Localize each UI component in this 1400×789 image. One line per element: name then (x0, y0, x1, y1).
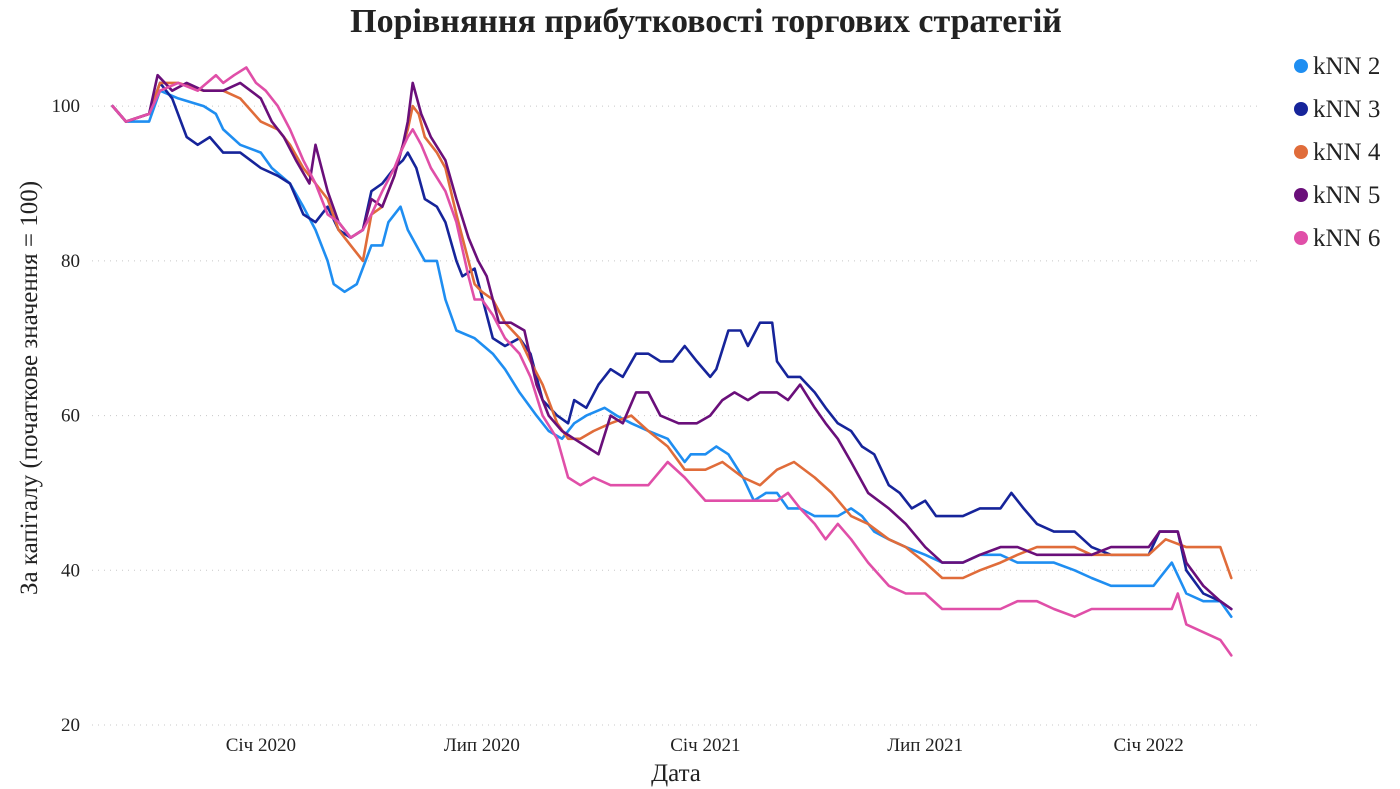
y-axis-ticks: 20 40 60 80 100 (52, 96, 81, 736)
legend-label: kNN 2 (1313, 53, 1380, 80)
series-line-knn-2 (111, 89, 1233, 619)
x-tick-label: Лип 2021 (887, 735, 963, 756)
x-tick-label: Січ 2022 (1114, 735, 1184, 756)
x-tick-label: Січ 2021 (670, 735, 740, 756)
y-tick-label: 20 (61, 715, 80, 736)
chart-title: Порівняння прибутковості торгових страте… (350, 3, 1062, 40)
y-tick-label: 60 (61, 406, 80, 427)
legend-label: kNN 4 (1313, 139, 1381, 166)
legend-marker (1294, 102, 1308, 116)
legend[interactable]: kNN 2 kNN 3 kNN 4 kNN 5 kNN 6 (1294, 53, 1381, 252)
legend-marker (1294, 231, 1308, 245)
series-line-knn-4 (111, 81, 1233, 580)
legend-item-knn-6[interactable]: kNN 6 (1294, 225, 1380, 252)
x-tick-label: Лип 2020 (444, 735, 520, 756)
y-axis-label: За капіталу (початкове значення = 100) (16, 181, 43, 595)
legend-item-knn-5[interactable]: kNN 5 (1294, 182, 1380, 209)
x-axis-ticks: Січ 2020 Лип 2020 Січ 2021 Лип 2021 Січ 2022 (226, 735, 1184, 756)
y-tick-label: 40 (61, 560, 80, 581)
x-axis-label: Дата (651, 760, 701, 787)
legend-label: kNN 5 (1313, 182, 1380, 209)
legend-marker (1294, 188, 1308, 202)
legend-label: kNN 3 (1313, 96, 1380, 123)
series-line-knn-5 (111, 73, 1233, 611)
series-line-knn-3 (111, 81, 1233, 611)
legend-item-knn-3[interactable]: kNN 3 (1294, 96, 1380, 123)
y-tick-label: 100 (52, 96, 81, 117)
gridlines (92, 105, 1258, 726)
x-tick-label: Січ 2020 (226, 735, 296, 756)
series-lines (111, 66, 1233, 657)
legend-label: kNN 6 (1313, 225, 1380, 252)
legend-marker (1294, 145, 1308, 159)
legend-item-knn-2[interactable]: kNN 2 (1294, 53, 1380, 80)
y-tick-label: 80 (61, 251, 80, 272)
series-line-knn-6 (111, 66, 1233, 657)
legend-marker (1294, 59, 1308, 73)
legend-item-knn-4[interactable]: kNN 4 (1294, 139, 1381, 166)
